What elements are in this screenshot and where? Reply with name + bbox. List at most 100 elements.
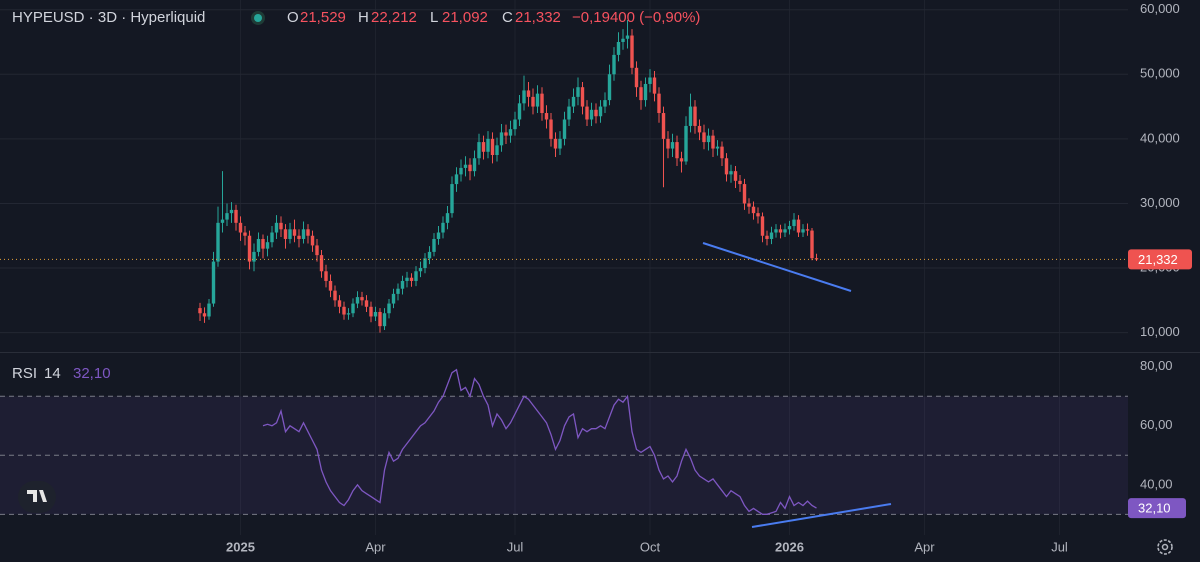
candle-body	[256, 238, 261, 252]
trend-line[interactable]	[702, 242, 852, 292]
candle-body	[607, 74, 612, 101]
y-tick-label: 60,00	[1140, 417, 1173, 432]
candle-body	[261, 238, 265, 249]
candle-body	[684, 125, 688, 162]
ohlc-key: L	[430, 9, 438, 26]
candle-body	[738, 180, 742, 185]
candle-body	[652, 77, 657, 94]
candle-body	[720, 146, 724, 159]
logo[interactable]	[18, 481, 56, 513]
candle-body	[670, 142, 675, 149]
candle-body	[661, 113, 666, 139]
candle-body	[558, 138, 562, 149]
candle-body	[580, 87, 585, 107]
candle-body	[517, 103, 522, 120]
candle-body	[706, 135, 711, 143]
candle-body	[774, 229, 778, 233]
candle-body	[679, 158, 684, 162]
candle-body	[409, 277, 414, 281]
candle-body	[468, 164, 472, 172]
indicator-title: RSI	[12, 365, 37, 382]
candle-body	[814, 258, 819, 260]
candle-body	[400, 280, 405, 289]
candle-body	[427, 251, 432, 259]
chart-title: HYPEUSD · 3D · Hyperliquid	[12, 9, 205, 26]
candle-body	[553, 138, 558, 149]
candle-body	[270, 232, 274, 243]
candle-body	[742, 184, 747, 204]
candle-body	[220, 219, 225, 223]
candle-body	[612, 54, 616, 75]
candle-body	[418, 268, 423, 272]
price-change: −0,19400 (−0,90%)	[572, 9, 700, 26]
candle-body	[486, 138, 490, 152]
x-tick-label: Apr	[365, 539, 386, 554]
candle-body	[306, 229, 310, 236]
y-tick-label: 60,000	[1140, 1, 1180, 16]
candle-body	[405, 277, 409, 281]
candle-body	[504, 132, 508, 136]
ohlc-value: 21,332	[515, 9, 561, 26]
candle-body	[594, 109, 598, 117]
x-tick-label: 2026	[775, 539, 804, 554]
candle-body	[508, 129, 513, 136]
candle-body	[328, 280, 333, 291]
y-tick-label: 40,00	[1140, 476, 1173, 491]
candle-body	[787, 226, 792, 230]
candle-body	[625, 35, 630, 39]
candle-body	[324, 271, 328, 281]
candle-body	[238, 222, 243, 233]
candle-body	[472, 158, 477, 172]
candle-body	[279, 222, 283, 230]
candle-body	[414, 271, 418, 281]
candle-body	[423, 258, 427, 269]
marks-layer	[0, 20, 1128, 515]
status-dot	[254, 14, 262, 22]
candle-body	[396, 288, 400, 294]
candle-body	[544, 113, 549, 120]
candle-body	[693, 106, 697, 126]
candle-body	[598, 106, 603, 117]
x-tick-label: Apr	[914, 539, 935, 554]
candle-body	[463, 164, 468, 168]
y-tick-label: 10,000	[1140, 324, 1180, 339]
rsi-value-label: 32,10	[1138, 501, 1171, 516]
candle-body	[310, 235, 315, 246]
candle-body	[283, 229, 288, 239]
candle-body	[783, 229, 787, 233]
trend-line[interactable]	[751, 503, 892, 528]
candle-body	[499, 132, 504, 146]
last-price-label: 21,332	[1138, 252, 1178, 267]
candle-body	[711, 135, 715, 149]
candle-body	[225, 213, 229, 220]
candle-body	[459, 167, 463, 175]
candle-body	[450, 184, 454, 214]
candle-body	[616, 41, 621, 55]
candle-body	[202, 313, 207, 317]
candle-body	[526, 90, 531, 97]
candle-body	[243, 232, 247, 236]
candle-body	[207, 303, 211, 317]
last-price-tag	[1128, 249, 1192, 270]
candle-body	[729, 171, 733, 175]
settings-button[interactable]	[1157, 539, 1173, 555]
candle-body	[198, 308, 202, 314]
ohlc-key: H	[358, 9, 369, 26]
candle-body	[292, 229, 297, 236]
gear-inner	[1161, 543, 1169, 551]
candle-body	[229, 209, 234, 214]
candle-body	[369, 306, 373, 317]
candle-body	[351, 303, 355, 314]
x-tick-label: Jul	[1051, 539, 1068, 554]
candle-body	[274, 222, 279, 233]
candle-body	[666, 138, 670, 149]
candle-body	[247, 235, 252, 262]
gear-outer	[1157, 539, 1173, 555]
candle-body	[648, 77, 652, 84]
candle-body	[252, 251, 256, 262]
candle-body	[315, 245, 319, 256]
candle-body	[562, 119, 567, 139]
candle-body	[216, 222, 220, 262]
candle-body	[301, 229, 306, 239]
